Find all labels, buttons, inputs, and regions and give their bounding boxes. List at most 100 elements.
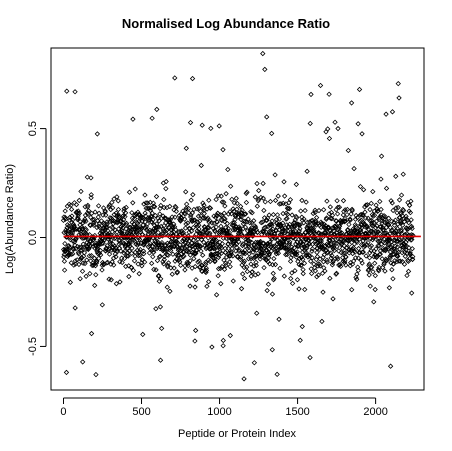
- scatter-point: [354, 271, 360, 277]
- scatter-point: [370, 235, 377, 241]
- scatter-point: [301, 216, 307, 222]
- scatter-point: [125, 253, 131, 259]
- scatter-point: [212, 258, 218, 264]
- scatter-point: [186, 229, 192, 235]
- scatter-point: [234, 200, 240, 207]
- scatter-point: [71, 262, 77, 268]
- scatter-point: [223, 235, 229, 241]
- scatter-point: [61, 258, 68, 264]
- scatter-point: [88, 192, 94, 198]
- scatter-point: [297, 222, 303, 228]
- scatter-point: [213, 237, 220, 244]
- scatter-point: [244, 189, 250, 195]
- scatter-point: [175, 247, 182, 253]
- x-tick-label: 1000: [207, 406, 231, 418]
- scatter-point: [248, 255, 254, 262]
- x-axis: 0 500 1000 1500 2000: [60, 397, 388, 418]
- scatter-point: [325, 224, 332, 230]
- scatter-point: [73, 235, 79, 241]
- scatter-point: [253, 247, 260, 253]
- scatter-point: [234, 253, 241, 259]
- scatter-point: [272, 172, 278, 178]
- scatter-point: [185, 220, 191, 226]
- scatter-point: [244, 268, 250, 275]
- scatter-point: [409, 225, 415, 232]
- scatter-point: [267, 241, 273, 248]
- scatter-point: [302, 245, 308, 252]
- scatter-point: [395, 253, 401, 259]
- scatter-point: [229, 245, 235, 252]
- scatter-point: [339, 233, 345, 239]
- scatter-point: [299, 249, 306, 255]
- scatter-point: [314, 274, 320, 280]
- scatter-point: [86, 245, 92, 251]
- scatter-point: [278, 201, 284, 207]
- scatter-point: [320, 259, 327, 265]
- scatter-point: [99, 262, 105, 268]
- scatter-point: [143, 200, 149, 206]
- scatter-point: [94, 218, 101, 224]
- scatter-point: [250, 228, 256, 235]
- scatter-point: [370, 213, 376, 219]
- scatter-point: [383, 111, 389, 117]
- scatter-point: [78, 254, 85, 261]
- scatter-point: [141, 240, 148, 247]
- scatter-point: [297, 226, 303, 232]
- scatter-point: [369, 220, 375, 226]
- scatter-point: [297, 238, 304, 244]
- scatter-point: [130, 267, 137, 273]
- scatter-point: [221, 199, 227, 205]
- scatter-point: [111, 262, 117, 268]
- scatter-point: [142, 225, 149, 231]
- scatter-point: [389, 109, 396, 115]
- scatter-point: [165, 260, 172, 266]
- scatter-point: [117, 279, 123, 285]
- scatter-point: [108, 206, 114, 213]
- scatter-point: [85, 208, 92, 214]
- scatter-point: [301, 260, 308, 266]
- scatter-point: [329, 262, 336, 268]
- scatter-point: [373, 233, 380, 239]
- scatter-point: [227, 209, 233, 215]
- scatter-point: [152, 238, 158, 244]
- scatter-point: [255, 271, 261, 277]
- scatter-point: [298, 235, 304, 241]
- scatter-point: [354, 239, 360, 245]
- scatter-point: [249, 210, 255, 216]
- scatter-point: [192, 284, 198, 290]
- scatter-point: [229, 220, 236, 226]
- scatter-point: [277, 221, 284, 228]
- scatter-point: [313, 218, 319, 224]
- scatter-point: [158, 202, 164, 209]
- scatter-point: [167, 219, 173, 225]
- scatter-point: [287, 239, 293, 245]
- scatter-point: [270, 277, 277, 283]
- scatter-point: [362, 243, 368, 249]
- scatter-point: [259, 219, 266, 225]
- scatter-point: [293, 254, 300, 260]
- scatter-point: [273, 248, 279, 255]
- scatter-point: [203, 245, 209, 252]
- scatter-point: [202, 226, 209, 233]
- scatter-point: [404, 226, 410, 232]
- scatter-point: [307, 354, 313, 361]
- scatter-point: [329, 212, 336, 218]
- scatter-point: [351, 248, 357, 254]
- scatter-point: [340, 198, 347, 204]
- scatter-point: [252, 194, 258, 200]
- scatter-point: [293, 181, 300, 188]
- scatter-point: [118, 248, 124, 254]
- scatter-point: [367, 250, 373, 256]
- scatter-point: [94, 131, 101, 137]
- scatter-point: [304, 232, 311, 239]
- scatter-point: [287, 258, 294, 264]
- scatter-point: [288, 244, 295, 250]
- scatter-point: [147, 240, 153, 247]
- scatter-point: [76, 251, 82, 257]
- scatter-point: [382, 246, 389, 253]
- scatter-point: [344, 211, 350, 218]
- scatter-point: [213, 224, 219, 230]
- scatter-point: [264, 287, 270, 294]
- scatter-point: [305, 254, 311, 260]
- scatter-point: [76, 261, 82, 268]
